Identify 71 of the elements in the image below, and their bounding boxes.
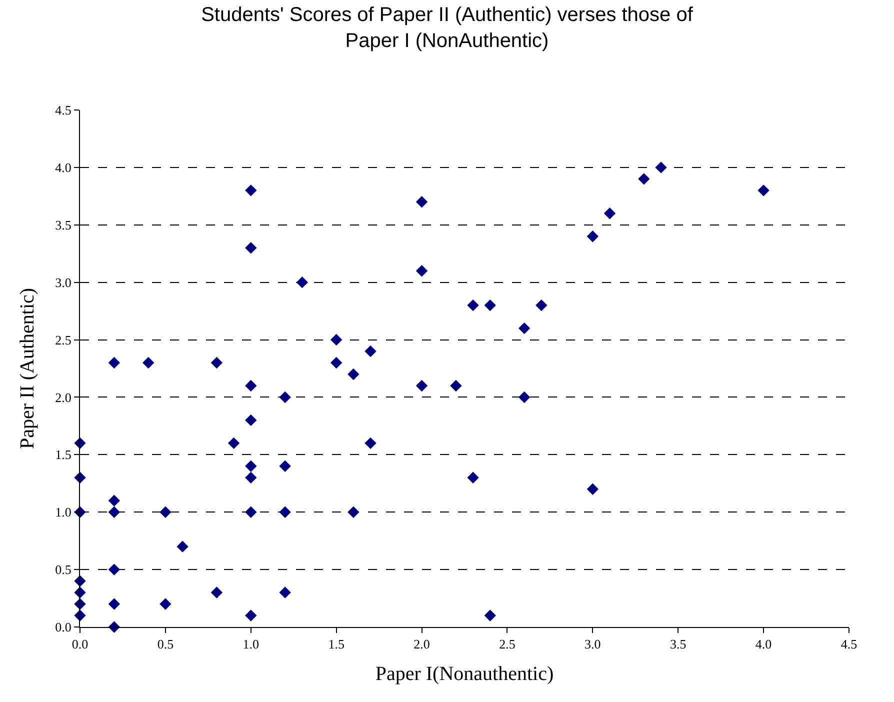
point bbox=[348, 368, 360, 380]
y-tick-label: 1.5 bbox=[55, 447, 72, 462]
x-tick-label: 0.0 bbox=[72, 636, 88, 652]
point bbox=[518, 322, 530, 334]
point bbox=[330, 334, 342, 346]
x-tick-label: 1.0 bbox=[242, 636, 260, 652]
y-tick-label: 3.5 bbox=[55, 217, 72, 232]
y-tick-label: 4.5 bbox=[55, 102, 72, 118]
y-tick-label: 4.0 bbox=[55, 160, 72, 175]
point bbox=[364, 437, 376, 450]
point bbox=[245, 460, 257, 472]
point bbox=[245, 610, 257, 622]
point bbox=[536, 299, 548, 312]
point bbox=[245, 242, 257, 254]
x-tick-label: 2.0 bbox=[414, 636, 430, 652]
point bbox=[296, 276, 308, 288]
point bbox=[228, 437, 240, 450]
point bbox=[416, 196, 428, 208]
point bbox=[210, 586, 223, 598]
point bbox=[586, 230, 599, 242]
point bbox=[245, 506, 257, 518]
y-tick-label: 0.0 bbox=[55, 620, 72, 635]
point bbox=[245, 380, 257, 392]
point bbox=[245, 184, 257, 196]
point bbox=[108, 598, 120, 610]
point bbox=[330, 356, 342, 369]
y-tick-label: 1.0 bbox=[55, 504, 72, 520]
point bbox=[108, 506, 120, 518]
point bbox=[279, 506, 291, 518]
point bbox=[586, 483, 599, 495]
point bbox=[484, 299, 496, 312]
y-axis-title: Paper II (Authentic) bbox=[16, 288, 39, 450]
point bbox=[416, 380, 428, 392]
y-tick-label: 3.0 bbox=[55, 274, 72, 290]
point bbox=[348, 506, 360, 518]
point bbox=[245, 472, 257, 484]
point bbox=[160, 506, 172, 518]
x-tick-label: 4.0 bbox=[755, 636, 772, 652]
y-tick-label: 2.5 bbox=[55, 332, 72, 348]
point bbox=[416, 264, 428, 277]
point bbox=[518, 391, 530, 404]
point bbox=[638, 173, 650, 185]
point bbox=[364, 345, 376, 358]
point bbox=[279, 460, 291, 472]
point bbox=[604, 208, 616, 220]
x-tick-label: 4.5 bbox=[840, 636, 858, 652]
y-tick-label: 0.5 bbox=[55, 562, 72, 578]
point bbox=[160, 598, 172, 610]
point bbox=[176, 540, 188, 552]
x-tick-label: 3.0 bbox=[584, 636, 601, 652]
point bbox=[108, 356, 120, 369]
point bbox=[655, 162, 667, 174]
point bbox=[279, 586, 291, 598]
x-tick-label: 0.5 bbox=[157, 636, 174, 652]
y-tick-label: 2.0 bbox=[55, 390, 72, 405]
point bbox=[450, 380, 462, 392]
point bbox=[245, 414, 257, 426]
point bbox=[279, 391, 291, 404]
point bbox=[484, 610, 496, 622]
point bbox=[108, 494, 120, 506]
point bbox=[142, 356, 154, 369]
point bbox=[210, 356, 223, 369]
chart-title: Students' Scores of Paper II (Authentic) verses those of Paper I (NonAuthentic) bbox=[201, 4, 694, 52]
x-tick-label: 2.5 bbox=[499, 636, 516, 652]
point bbox=[758, 184, 770, 196]
x-tick-label: 3.5 bbox=[670, 636, 686, 652]
x-tick-label: 1.5 bbox=[328, 636, 344, 652]
point bbox=[467, 299, 479, 312]
point bbox=[108, 564, 120, 576]
point bbox=[467, 472, 479, 484]
x-axis-title: Paper I(Nonauthentic) bbox=[375, 663, 554, 686]
